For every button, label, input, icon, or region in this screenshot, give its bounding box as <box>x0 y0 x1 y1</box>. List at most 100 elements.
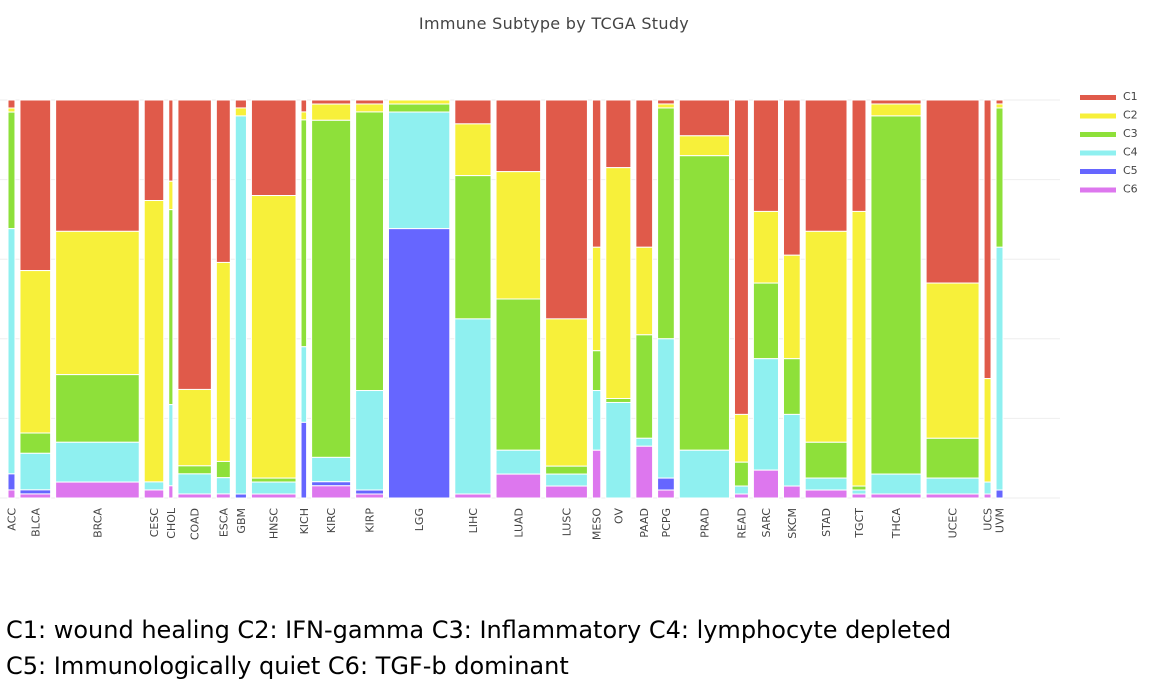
bar-skcm-c2 <box>782 254 801 360</box>
subtype-caption: C1: wound healing C2: IFN-gamma C3: Infl… <box>6 612 951 684</box>
x-tick-label-kich: KICH <box>298 508 311 534</box>
bar-ov-c1 <box>605 99 632 169</box>
bar-read-c4 <box>733 485 749 495</box>
bar-hnsc-c3 <box>250 477 297 483</box>
bar-thca-c4 <box>870 473 922 495</box>
bar-hnsc-c6 <box>250 493 297 499</box>
bar-pcpg-c1 <box>657 99 675 105</box>
bar-meso-c3 <box>591 350 602 392</box>
x-tick-label-kirc: KIRC <box>325 508 338 534</box>
bar-esca-c3 <box>215 460 231 479</box>
bar-meso-c4 <box>591 390 602 451</box>
bar-acc-c5 <box>7 473 16 491</box>
bar-ucec-c2 <box>925 282 980 439</box>
bar-pcpg-c6 <box>657 489 675 499</box>
bar-coad-c4 <box>177 473 212 495</box>
bar-coad-c2 <box>177 388 212 467</box>
bar-meso-c6 <box>591 449 602 499</box>
bar-chol-c2 <box>168 180 174 211</box>
bar-cesc-c6 <box>143 489 165 499</box>
bar-luad-c3 <box>495 298 542 451</box>
bar-kich-c4 <box>300 346 308 423</box>
bar-esca-c6 <box>215 493 231 499</box>
x-tick-label-ucs: UCS <box>982 508 995 531</box>
bar-ucs-c1 <box>983 99 992 380</box>
x-tick-label-stad: STAD <box>820 508 833 537</box>
x-tick-label-thca: THCA <box>890 508 903 540</box>
bar-paad-c2 <box>635 246 654 336</box>
bar-paad-c3 <box>635 334 654 439</box>
bar-cesc-c4 <box>143 481 165 491</box>
bar-paad-c4 <box>635 437 654 447</box>
bar-sarc-c1 <box>752 99 779 212</box>
bar-prad-c2 <box>678 135 730 157</box>
bar-lihc-c3 <box>454 175 492 320</box>
bar-kirc-c1 <box>311 99 352 105</box>
bar-lihc-c2 <box>454 123 492 177</box>
bar-kich-c1 <box>300 99 308 113</box>
bar-pcpg-c4 <box>657 338 675 479</box>
bar-blca-c1 <box>19 99 52 272</box>
bar-brca-c6 <box>55 481 140 499</box>
x-tick-label-acc: ACC <box>5 508 18 531</box>
bar-lusc-c1 <box>545 99 588 320</box>
x-tick-label-lihc: LIHC <box>467 508 480 534</box>
bar-tgct-c3 <box>851 485 867 491</box>
bar-acc-c4 <box>7 228 16 475</box>
legend-label-c3: C3 <box>1123 127 1138 140</box>
bar-meso-c2 <box>591 246 602 352</box>
x-tick-label-cesc: CESC <box>148 508 161 538</box>
bar-ucec-c4 <box>925 477 980 495</box>
bar-kich-c3 <box>300 119 308 348</box>
bar-skcm-c3 <box>782 358 801 415</box>
bar-lihc-c1 <box>454 99 492 125</box>
bar-hnsc-c2 <box>250 195 297 479</box>
bar-thca-c2 <box>870 103 922 117</box>
caption-line-1: C1: wound healing C2: IFN-gamma C3: Infl… <box>6 616 952 644</box>
bar-uvm-c2 <box>995 103 1004 109</box>
legend-swatch-c3 <box>1080 132 1116 137</box>
bar-lusc-c2 <box>545 318 588 467</box>
bar-kirp-c3 <box>355 111 384 392</box>
x-tick-label-read: READ <box>735 508 748 539</box>
bar-uvm-c4 <box>995 246 1004 491</box>
bar-kirp-c1 <box>355 99 384 105</box>
legend-swatch-c1 <box>1080 95 1116 100</box>
bar-uvm-c1 <box>995 99 1004 105</box>
bar-coad-c1 <box>177 99 212 390</box>
x-tick-label-skcm: SKCM <box>786 508 799 539</box>
bar-gbm-c2 <box>234 107 247 117</box>
stacked-bars <box>7 99 1004 499</box>
bar-lihc-c4 <box>454 318 492 495</box>
x-tick-label-meso: MESO <box>591 508 604 540</box>
bar-coad-c6 <box>177 493 212 499</box>
bar-read-c2 <box>733 413 749 463</box>
bar-skcm-c4 <box>782 413 801 487</box>
legend-label-c6: C6 <box>1123 183 1138 196</box>
bar-tgct-c2 <box>851 210 867 487</box>
bar-esca-c4 <box>215 477 231 495</box>
bar-prad-c3 <box>678 155 730 451</box>
bar-acc-c3 <box>7 111 16 230</box>
bar-blca-c3 <box>19 432 52 454</box>
bar-tgct-c6 <box>851 493 867 499</box>
legend-swatch-c2 <box>1080 113 1116 119</box>
bar-blca-c2 <box>19 270 52 434</box>
bar-ucec-c3 <box>925 437 980 479</box>
bar-lgg-c3 <box>387 103 451 113</box>
x-tick-label-hnsc: HNSC <box>268 508 281 539</box>
x-tick-label-ucec: UCEC <box>947 508 960 539</box>
bar-lusc-c6 <box>545 485 588 499</box>
bar-chol-c1 <box>168 99 174 182</box>
bar-gbm-c4 <box>234 115 247 495</box>
bar-lgg-c2 <box>387 99 451 105</box>
bar-ucs-c6 <box>983 493 992 499</box>
bar-stad-c4 <box>804 477 848 491</box>
bar-lusc-c3 <box>545 465 588 475</box>
bar-pcpg-c3 <box>657 107 675 340</box>
bar-sarc-c4 <box>752 358 779 471</box>
bar-brca-c4 <box>55 441 140 483</box>
bar-tgct-c1 <box>851 99 867 212</box>
bar-kirc-c3 <box>311 119 352 458</box>
bar-read-c6 <box>733 493 749 499</box>
